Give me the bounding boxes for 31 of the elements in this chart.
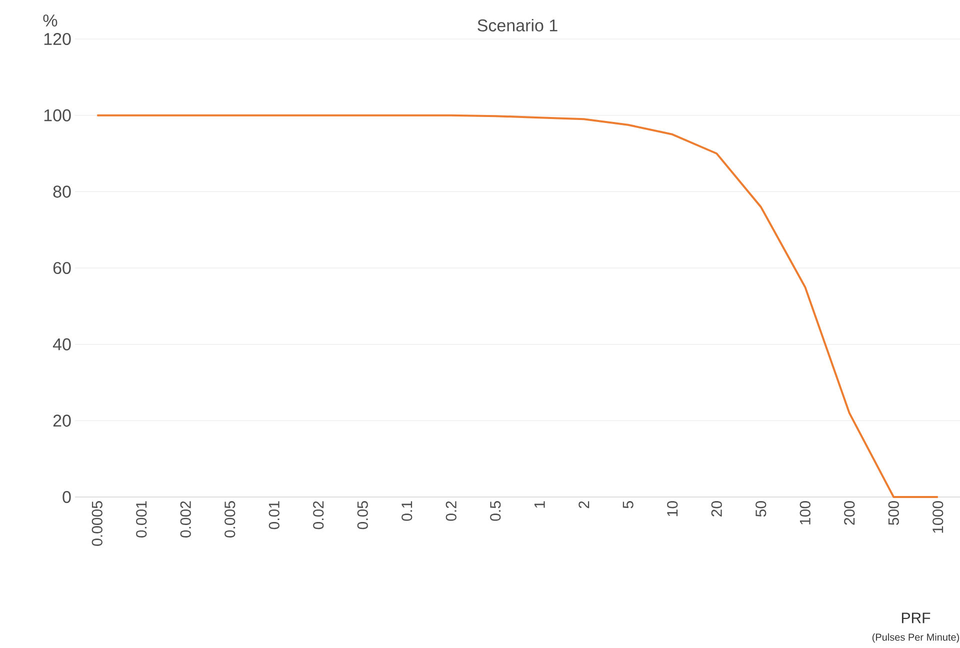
x-tick-label: 50 [756,501,766,517]
x-tick-label: 100 [800,501,810,524]
x-tick-label: 5 [622,501,634,508]
x-tick-label: 20 [711,501,722,516]
x-tick-label: 1 [534,501,545,508]
x-tick-label: 0.002 [180,501,191,538]
x-axis-title: PRF [902,612,930,624]
x-tick-label: 0.05 [357,501,368,530]
y-tick-label: 40 [52,338,71,350]
x-tick-label: 0.005 [224,501,236,538]
x-tick-label: 0.0005 [92,501,102,546]
y-tick-label: 120 [44,32,71,46]
text: (Pulses Per Minute) [872,633,960,643]
x-tick-label: 500 [888,501,899,525]
x-tick-label: 0.5 [490,501,501,521]
x-tick-label: 1000 [932,501,944,533]
y-tick-label: 60 [53,262,71,274]
y-axis-title: % [43,14,58,26]
y-tick-label: 0 [62,490,71,504]
x-tick-label: 0.2 [446,501,456,521]
x-tick-label: 10 [667,501,678,516]
x-tick-label: 2 [578,501,590,508]
y-tick-label: 80 [53,186,71,198]
x-tick-label: 0.01 [268,501,280,530]
x-tick-label: 0.1 [402,501,412,521]
x-tick-label: 0.001 [136,501,147,538]
x-tick-label: 0.02 [313,501,324,530]
x-tick-label: 200 [844,501,855,525]
y-tick-label: 20 [53,414,71,427]
y-tick-label: 100 [44,109,71,122]
chart-title: Scenario 1 [478,18,558,32]
